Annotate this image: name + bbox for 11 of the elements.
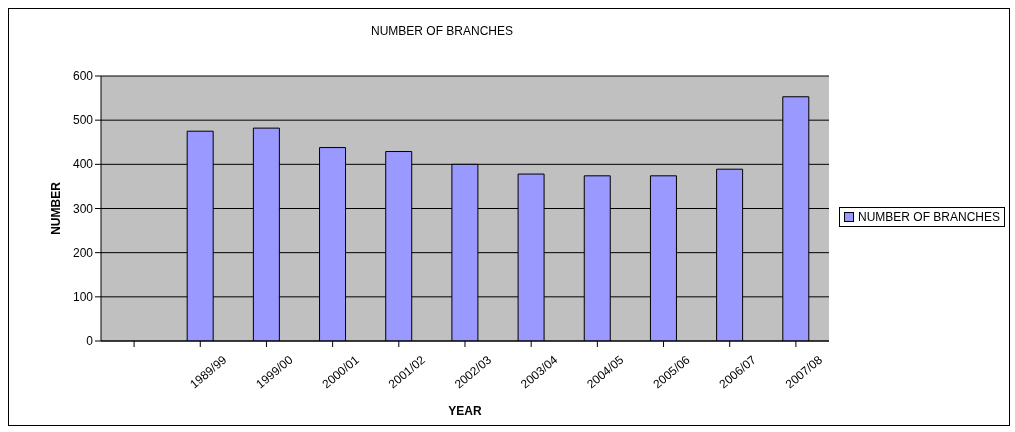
y-axis-title: NUMBER <box>49 181 64 235</box>
y-tick-label: 600 <box>72 69 94 83</box>
y-tick-label: 200 <box>72 245 94 260</box>
y-tick-label: 500 <box>72 113 94 128</box>
y-tick-label: 300 <box>72 201 94 216</box>
y-tick-label: 400 <box>72 157 94 172</box>
legend-label: NUMBER OF BRANCHES <box>857 210 1000 224</box>
y-tick-label: 100 <box>72 289 94 304</box>
y-tick-label: 0 <box>86 334 94 348</box>
chart-title: NUMBER OF BRANCHES <box>370 24 514 38</box>
x-axis-title: YEAR <box>448 404 482 418</box>
